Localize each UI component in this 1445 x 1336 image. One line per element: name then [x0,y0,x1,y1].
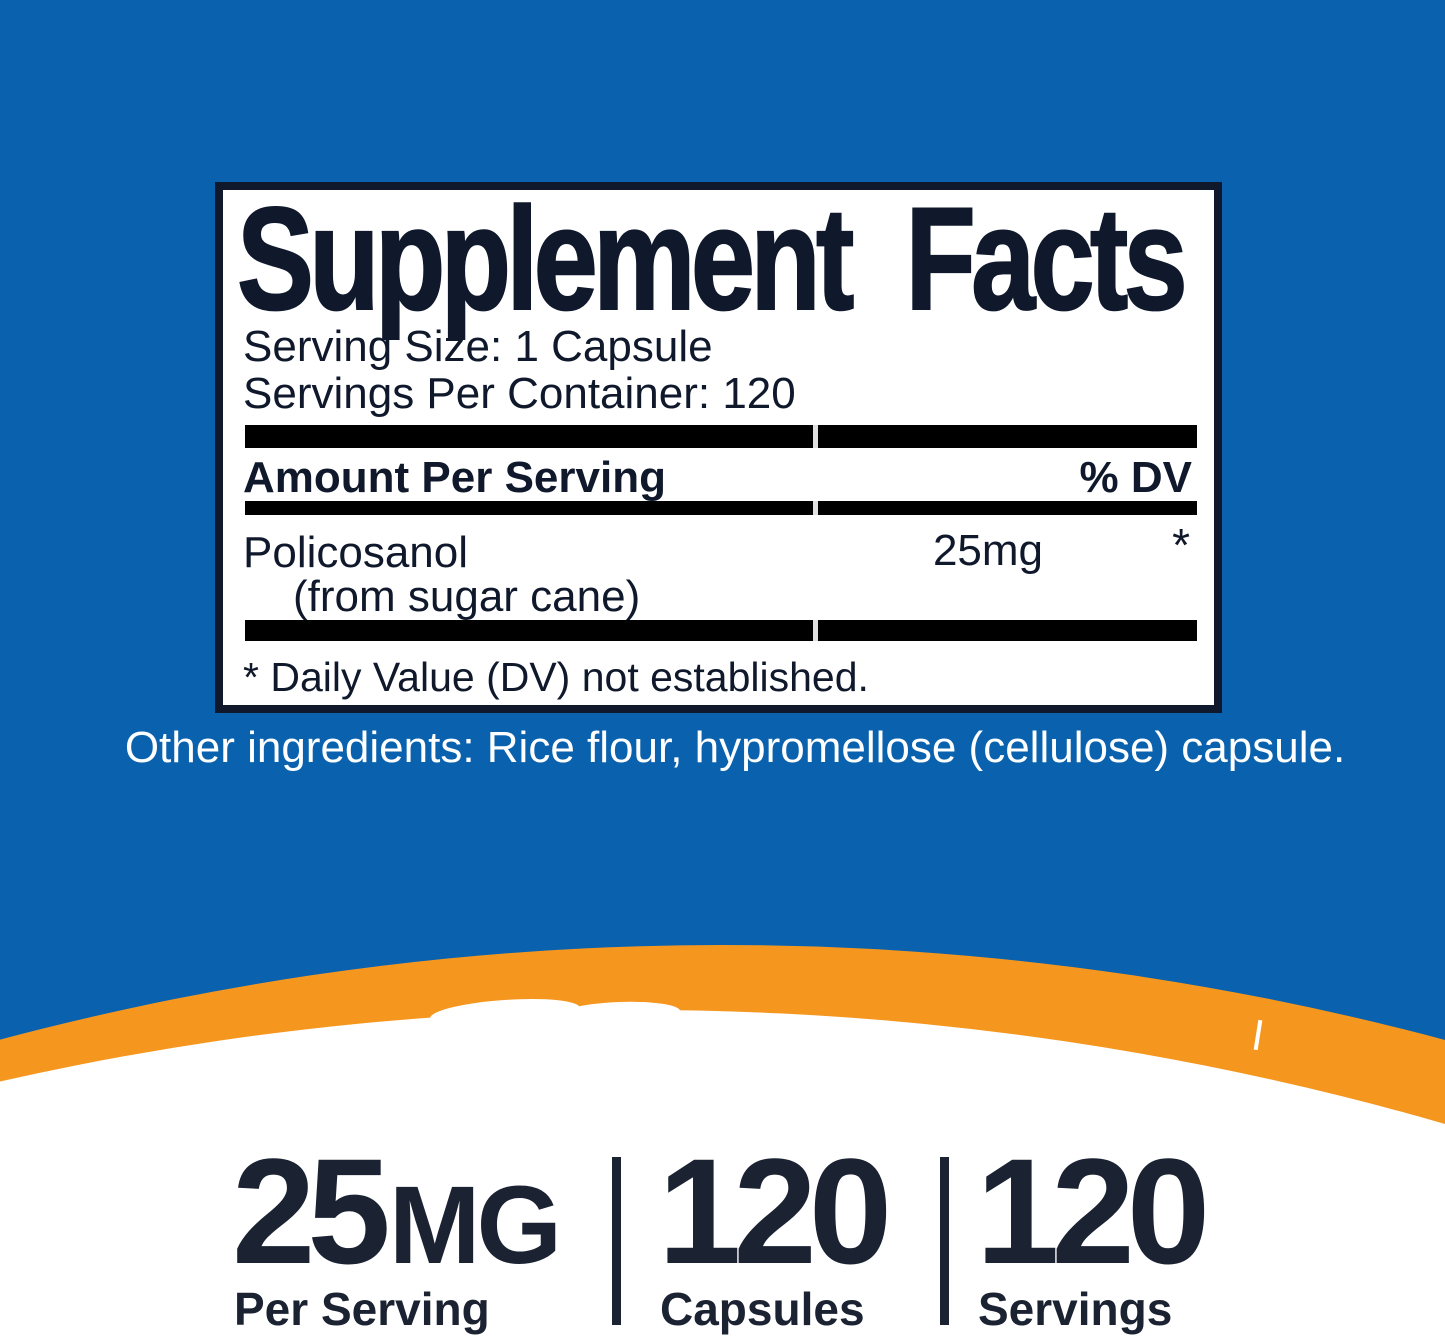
stat-dose-unit: MG [388,1164,562,1287]
stat-servings-value: 120 [976,1127,1210,1295]
stat-divider [940,1157,949,1325]
other-ingredients-line: Other ingredients: Rice flour, hypromell… [124,723,1346,772]
amount-per-serving-header: Amount Per Serving [243,453,666,502]
panel-title: Supplement Facts [236,177,1188,340]
servings-per-container-line: Servings Per Container: 120 [243,369,796,418]
supplement-facts-panel: Supplement Facts Serving Size: 1 Capsule… [215,182,1222,713]
stat-dose-value: 25 [232,1127,391,1295]
ingredient-source-detail: (from sugar cane) [293,572,641,621]
serving-size-line: Serving Size: 1 Capsule [243,322,713,371]
daily-value-footnote: * Daily Value (DV) not established. [243,654,869,700]
stat-servings-label: Servings [978,1283,1173,1335]
stat-capsules-label: Capsules [660,1283,865,1335]
stat-dose: 25 MG [232,1127,562,1295]
stat-capsules-value: 120 [658,1127,892,1295]
stat-divider [612,1157,621,1325]
thick-separator-bar-top [245,425,1197,448]
ingredient-dv-asterisk: * [1172,519,1190,571]
stat-capsules: 120 [658,1127,892,1295]
ingredient-name: Policosanol [243,528,469,577]
header-separator-bar [245,501,1197,515]
thick-separator-bar-bottom [245,620,1197,641]
stat-dose-label: Per Serving [234,1283,490,1335]
stat-servings: 120 [976,1127,1210,1295]
percent-dv-header: % DV [1079,453,1192,502]
ingredient-amount: 25mg [932,526,1044,575]
